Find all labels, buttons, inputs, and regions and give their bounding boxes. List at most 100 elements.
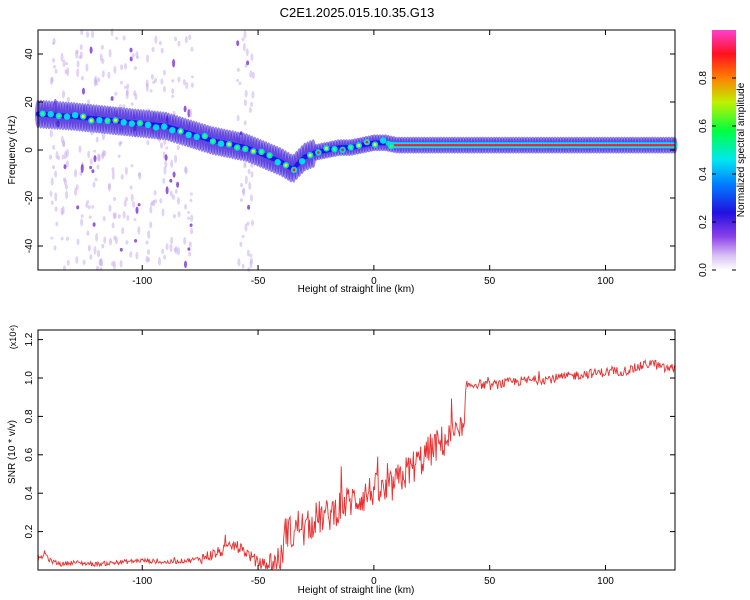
y-tick-label: 0.4 — [24, 486, 35, 500]
noise-speck — [242, 188, 246, 194]
noise-speck — [145, 82, 149, 92]
noise-speck — [89, 254, 93, 260]
noise-speck — [176, 181, 180, 188]
noise-speck — [161, 248, 165, 255]
noise-speck — [242, 43, 246, 52]
noise-speck — [241, 234, 245, 239]
noise-speck — [122, 104, 126, 109]
noise-speck — [160, 78, 164, 85]
noise-speck — [108, 204, 112, 212]
noise-speck — [97, 249, 100, 258]
noise-speck — [189, 223, 193, 227]
colorbar-tick-label: 0.4 — [698, 167, 709, 181]
ridge-blob — [128, 120, 135, 127]
noise-speck — [170, 236, 174, 245]
ridge-blob-center — [81, 114, 85, 119]
noise-speck — [174, 154, 178, 163]
noise-speck — [97, 77, 101, 82]
noise-speck — [190, 214, 194, 222]
noise-speck — [55, 151, 59, 159]
noise-speck — [60, 52, 64, 62]
ridge-blob-center — [324, 146, 328, 150]
ridge-blob — [47, 110, 54, 118]
noise-speck — [100, 44, 104, 50]
noise-speck — [112, 212, 116, 220]
noise-speck — [111, 167, 115, 173]
noise-speck — [190, 47, 194, 52]
noise-speck — [133, 66, 137, 70]
y-tick-label: -40 — [24, 238, 35, 253]
ridge-blob-center — [114, 118, 118, 122]
noise-speck — [76, 60, 80, 68]
noise-speck — [165, 186, 169, 195]
noise-speck — [138, 172, 142, 180]
noise-speck — [137, 226, 141, 235]
noise-speck — [129, 185, 133, 190]
noise-speck — [188, 34, 192, 41]
noise-speck — [126, 215, 130, 221]
noise-speck — [65, 62, 69, 66]
noise-speck — [91, 30, 94, 39]
x-tick-label: -50 — [251, 276, 266, 287]
noise-speck — [50, 236, 54, 240]
noise-speck — [109, 237, 112, 246]
snr-y-ticks: 0.2 0.4 0.6 0.8 1.0 1.2 — [24, 332, 675, 539]
spectrogram-y-ticks: -40 -20 0 20 40 — [24, 48, 675, 253]
noise-speck — [184, 203, 188, 210]
noise-speck — [162, 177, 166, 184]
noise-speck — [250, 163, 254, 168]
noise-speck — [79, 44, 83, 50]
noise-speck — [171, 88, 175, 95]
noise-speck — [103, 150, 107, 156]
ridge-blob — [217, 140, 225, 147]
ridge-blob — [63, 113, 71, 120]
noise-speck — [66, 236, 69, 241]
noise-speck — [160, 47, 164, 54]
noise-speck — [126, 83, 130, 89]
noise-speck — [107, 71, 111, 79]
noise-speck — [147, 249, 151, 255]
ridge-blob — [71, 112, 79, 119]
noise-speck — [173, 247, 177, 252]
noise-speck — [176, 144, 180, 151]
noise-speck — [78, 145, 82, 153]
noise-speck — [236, 40, 240, 47]
ridge-blob-center — [332, 147, 337, 151]
noise-speck — [246, 60, 250, 66]
noise-speck — [185, 81, 189, 90]
noise-speck — [187, 211, 191, 214]
noise-speck — [114, 91, 118, 96]
noise-speck — [146, 140, 150, 146]
noise-speck — [151, 46, 155, 53]
x-tick-label: 100 — [597, 276, 614, 287]
noise-speck — [237, 258, 241, 267]
noise-speck — [177, 197, 180, 205]
noise-speck — [87, 244, 91, 252]
ridge-blob-center — [268, 153, 272, 157]
noise-speck — [53, 65, 56, 69]
noise-speck — [251, 91, 255, 99]
colorbar-tick-label: 0.2 — [698, 215, 709, 229]
noise-speck — [61, 205, 65, 215]
noise-speck — [165, 243, 169, 251]
noise-speck — [150, 74, 154, 80]
y-tick-label: 0.6 — [24, 447, 35, 461]
noise-speck — [62, 265, 66, 271]
noise-speck — [190, 82, 194, 88]
colorbar: 0.0 0.2 0.4 0.6 0.8 Normalized spectral ampl… — [698, 30, 747, 277]
spectrogram-panel: -100 -50 0 50 100 -40 -20 0 20 40 Height of stra… — [7, 28, 678, 295]
noise-speck — [135, 51, 139, 58]
snr-x-label: Height of straight line (km) — [298, 585, 415, 596]
noise-speck — [49, 190, 53, 197]
noise-speck — [91, 169, 95, 174]
noise-speck — [170, 159, 174, 168]
ridge-blob-center — [227, 142, 231, 146]
noise-speck — [177, 211, 181, 218]
spectrogram-x-ticks: -100 -50 0 50 100 — [132, 30, 614, 287]
noise-speck — [243, 161, 247, 166]
ridge-blob-center — [235, 145, 239, 150]
ridge-blob-center — [349, 145, 353, 149]
noise-speck — [162, 69, 166, 76]
ridge-blob-center — [211, 139, 215, 143]
noise-speck — [99, 53, 103, 62]
